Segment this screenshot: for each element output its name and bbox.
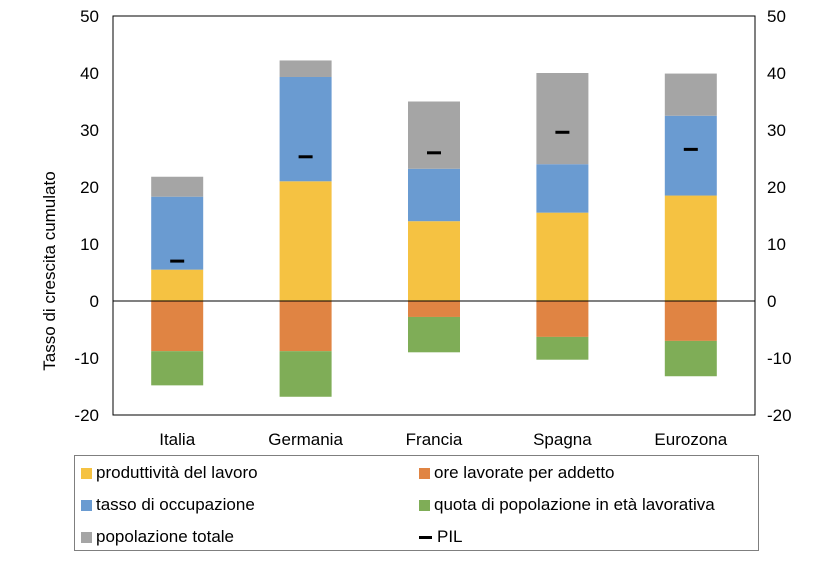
y-tick-label-left: -20 (74, 406, 99, 425)
bar-segment-1-italia (151, 269, 204, 301)
y-tick-label-left: 0 (90, 292, 99, 311)
legend-item-popolazione-totale: popolazione totale (81, 526, 234, 548)
legend-marker-pil (419, 535, 432, 539)
legend-label-quota-popolazione: quota di popolazione in età lavorativa (434, 495, 715, 514)
y-tick-label-right: 30 (767, 121, 786, 140)
y-tick-label-right: 50 (767, 7, 786, 26)
category-label-spagna: Spagna (533, 430, 592, 449)
y-tick-label-left: 40 (80, 64, 99, 83)
y-tick-label-left: 30 (80, 121, 99, 140)
bar-segment-4-francia (408, 316, 460, 353)
pil-marker-italia (170, 259, 185, 263)
bar-segment-1-francia (408, 221, 460, 301)
y-tick-label-right: 10 (767, 235, 786, 254)
y-tick-label-right: -20 (767, 406, 792, 425)
legend-swatch-tasso-occupazione (81, 499, 92, 511)
plot-area-border (112, 15, 756, 416)
category-label-germania: Germania (268, 430, 343, 449)
legend-swatch-ore-lavorate (419, 467, 430, 479)
y-tick-label-right: 40 (767, 64, 786, 83)
pil-marker-eurozona (683, 147, 698, 151)
bar-segment-3-francia (408, 168, 460, 222)
bar-segment-5-eurozona (664, 73, 717, 116)
pil-markers-layer (170, 130, 698, 263)
bar-segment-3-eurozona (664, 115, 717, 196)
bar-segment-3-germania (279, 76, 332, 182)
bar-segment-2-italia (151, 301, 204, 352)
bar-segment-2-germania (279, 301, 332, 352)
legend-label-produttivita: produttività del lavoro (96, 463, 258, 482)
y-tick-label-left: 50 (80, 7, 99, 26)
bar-segment-4-eurozona (664, 340, 717, 377)
y-tick-label-right: -10 (767, 349, 792, 368)
category-label-eurozona: Eurozona (654, 430, 727, 449)
legend-item-ore-lavorate: ore lavorate per addetto (419, 462, 615, 484)
bar-segment-5-spagna (536, 73, 589, 165)
legend-item-tasso-occupazione: tasso di occupazione (81, 494, 255, 516)
bar-segment-1-germania (279, 181, 332, 301)
bar-segment-2-francia (408, 301, 460, 317)
y-tick-label-right: 20 (767, 178, 786, 197)
bar-segment-4-spagna (536, 336, 589, 360)
bar-segment-4-germania (279, 351, 332, 397)
legend-label-ore-lavorate: ore lavorate per addetto (434, 463, 615, 482)
category-label-italia: Italia (159, 430, 195, 449)
bar-segment-1-spagna (536, 212, 589, 301)
legend-item-produttivita: produttività del lavoro (81, 462, 258, 484)
y-axis-title: Tasso di crescita cumulato (40, 171, 59, 370)
y-tick-label-left: 10 (80, 235, 99, 254)
pil-marker-spagna (555, 130, 570, 134)
legend-swatch-popolazione-totale (81, 531, 92, 543)
bar-segment-5-italia (151, 176, 204, 197)
bar-segment-1-eurozona (664, 195, 717, 301)
bar-segment-3-spagna (536, 164, 589, 213)
bar-segment-2-spagna (536, 301, 589, 337)
bar-segment-2-eurozona (664, 301, 717, 341)
bar-segment-5-francia (408, 101, 460, 169)
bar-segment-3-italia (151, 196, 204, 270)
category-label-francia: Francia (406, 430, 463, 449)
y-tick-label-left: -10 (74, 349, 99, 368)
y-tick-label-left: 20 (80, 178, 99, 197)
legend-label-popolazione-totale: popolazione totale (96, 527, 235, 546)
legend-item-quota-popolazione: quota di popolazione in età lavorativa (419, 494, 715, 516)
legend-swatch-produttivita (81, 467, 92, 479)
legend-label-tasso-occupazione: tasso di occupazione (96, 495, 255, 514)
chart-legend: produttività del lavoro ore lavorate per… (74, 455, 759, 551)
pil-marker-francia (427, 151, 441, 155)
bar-segment-5-germania (279, 60, 332, 77)
legend-item-pil: PIL (419, 526, 463, 548)
pil-marker-germania (298, 155, 313, 159)
bars-layer (113, 60, 755, 397)
legend-label-pil: PIL (437, 527, 463, 546)
legend-swatch-quota-popolazione (419, 499, 430, 511)
bar-segment-4-italia (151, 351, 204, 386)
y-tick-label-right: 0 (767, 292, 776, 311)
